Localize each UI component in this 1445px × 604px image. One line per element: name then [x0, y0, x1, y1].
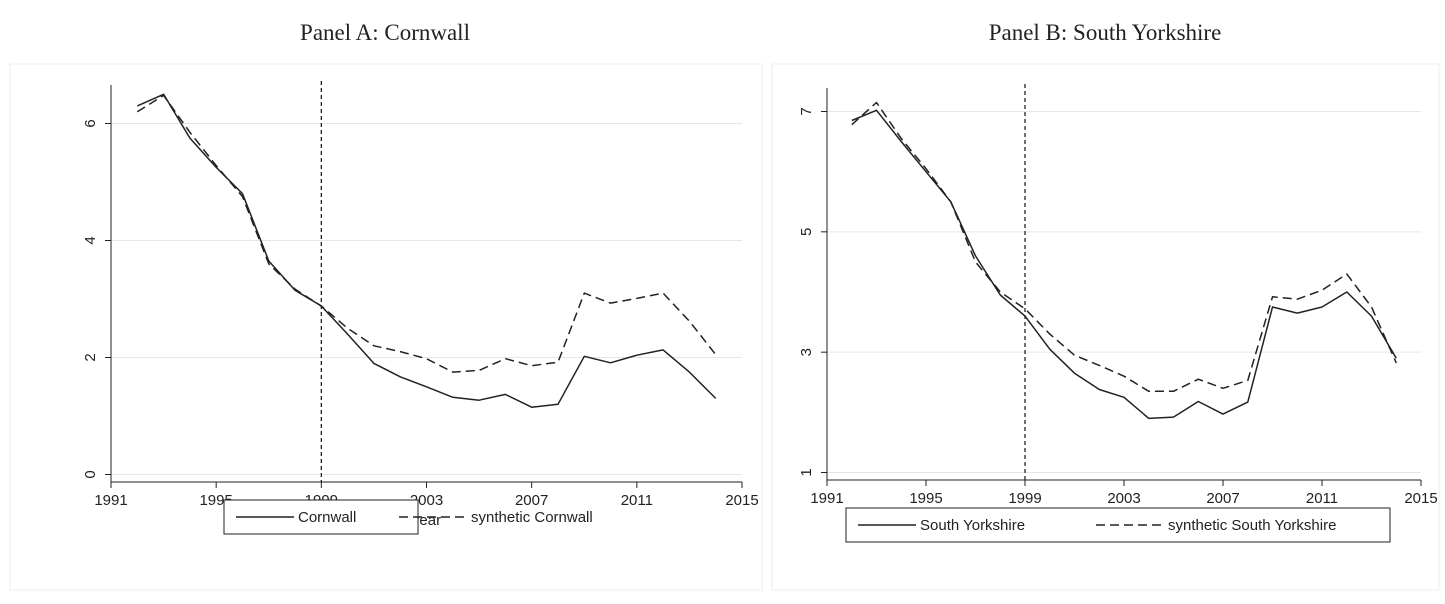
y-tick-label: 7 — [798, 107, 815, 115]
panel-title: Panel A: Cornwall — [300, 20, 470, 45]
legend-label: synthetic Cornwall — [471, 509, 593, 526]
x-tick-label: 2003 — [1107, 490, 1140, 507]
y-tick-label: 2 — [82, 353, 99, 361]
panel-a: Panel A: Cornwall02461991199519992003200… — [9, 20, 763, 591]
x-tick-label: 2011 — [1306, 490, 1338, 507]
series-line-synthetic — [851, 101, 1397, 393]
series-line-actual — [136, 93, 717, 408]
x-tick-label: 1991 — [810, 490, 843, 507]
panel-frame — [9, 63, 763, 591]
y-tick-label: 5 — [798, 228, 815, 236]
x-tick-label: 2015 — [725, 492, 758, 509]
panel-b: Panel B: South Yorkshire 1 3 5 7 1991 1995 1999… — [771, 20, 1440, 591]
y-tick-label: 4 — [82, 236, 99, 244]
x-tick-label: 1995 — [909, 490, 942, 507]
x-tick-label: 1999 — [1008, 490, 1041, 507]
legend-label: South Yorkshire — [920, 517, 1025, 534]
x-tick-label: 2007 — [515, 492, 548, 509]
panel-frame — [771, 63, 1440, 591]
y-tick-label: 1 — [798, 468, 815, 476]
panel-title: Panel B: South Yorkshire — [989, 20, 1222, 45]
legend-label: synthetic South Yorkshire — [1168, 517, 1336, 534]
series-line-synthetic — [136, 94, 717, 373]
y-tick-label: 0 — [82, 470, 99, 478]
x-tick-label: 1991 — [94, 492, 127, 509]
y-tick-label: 3 — [798, 348, 815, 356]
x-tick-label: 2011 — [621, 492, 653, 509]
series-line-actual — [851, 109, 1397, 420]
legend-label: Cornwall — [298, 509, 356, 526]
x-tick-label: 2015 — [1404, 490, 1437, 507]
x-tick-label: 2007 — [1206, 490, 1239, 507]
y-tick-label: 6 — [82, 119, 99, 127]
